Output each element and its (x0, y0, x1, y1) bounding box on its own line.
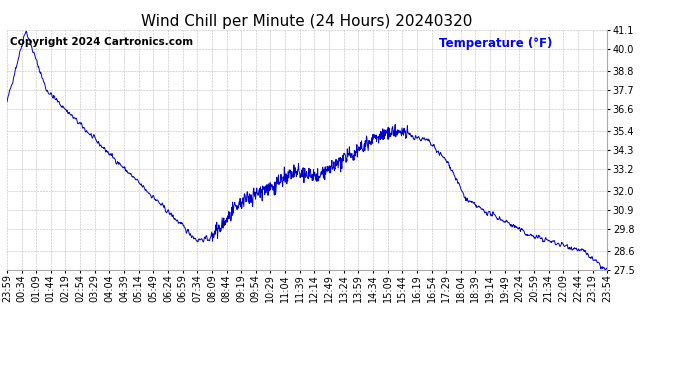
Text: Temperature (°F): Temperature (°F) (439, 37, 553, 50)
Text: Copyright 2024 Cartronics.com: Copyright 2024 Cartronics.com (10, 37, 193, 47)
Title: Wind Chill per Minute (24 Hours) 20240320: Wind Chill per Minute (24 Hours) 2024032… (141, 14, 473, 29)
